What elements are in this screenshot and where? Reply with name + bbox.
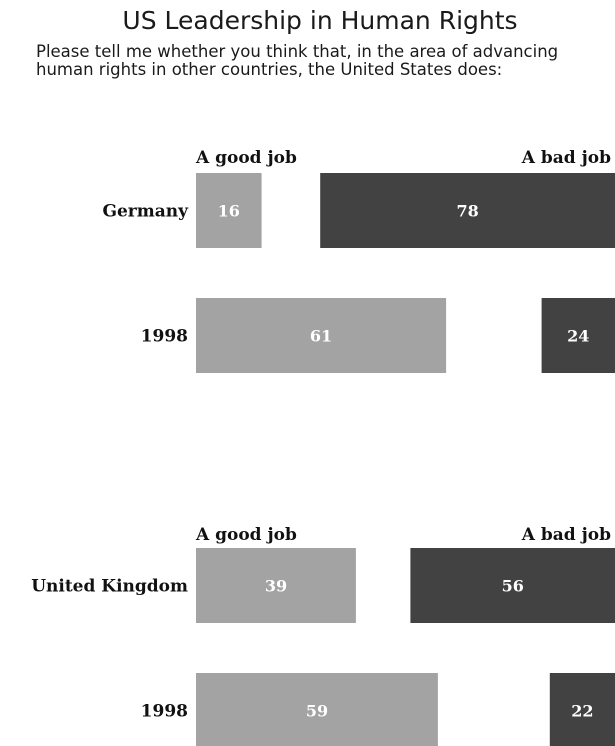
- value-label-good: 16: [218, 202, 240, 221]
- value-label-bad: 22: [571, 702, 593, 721]
- value-label-bad: 24: [567, 327, 589, 346]
- series-header-bad: A bad job: [521, 148, 611, 168]
- value-label-good: 61: [310, 327, 332, 346]
- category-label: Germany: [102, 202, 189, 222]
- bar-bad-job: [410, 548, 615, 623]
- series-header-bad: A bad job: [521, 525, 611, 545]
- category-label: 1998: [141, 702, 188, 722]
- chart-panel-2: A good job A bad job United Kingdom 39 56 199…: [31, 525, 615, 746]
- value-label-good: 59: [306, 702, 328, 721]
- bar-good-job: [196, 673, 438, 746]
- series-header-good: A good job: [195, 525, 297, 545]
- chart-panel-1: A good job A bad job Germany 16 78 1998 61 24: [102, 148, 615, 373]
- bar-bad-job: [541, 298, 615, 373]
- bar-good-job: [196, 298, 447, 373]
- chart-title: US Leadership in Human Rights: [122, 6, 518, 35]
- bar-bad-job: [549, 673, 615, 746]
- value-label-bad: 56: [502, 577, 524, 596]
- category-label: United Kingdom: [31, 577, 188, 597]
- value-label-good: 39: [265, 577, 287, 596]
- category-label: 1998: [141, 327, 188, 347]
- chart-subtitle: Please tell me whether you think that, i…: [36, 42, 559, 79]
- bar-good-job: [196, 173, 262, 248]
- series-header-good: A good job: [195, 148, 297, 168]
- bar-good-job: [196, 548, 356, 623]
- bar-bad-job: [320, 173, 615, 248]
- value-label-bad: 78: [456, 202, 478, 221]
